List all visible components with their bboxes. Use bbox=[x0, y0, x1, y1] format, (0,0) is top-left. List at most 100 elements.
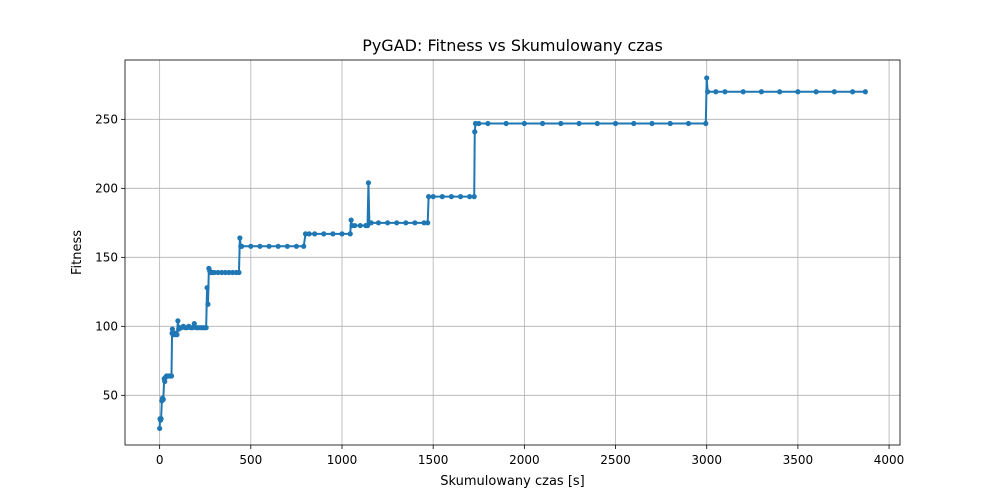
data-point bbox=[394, 220, 400, 226]
data-point bbox=[722, 89, 728, 95]
data-point bbox=[471, 194, 477, 200]
data-point bbox=[169, 326, 176, 332]
data-point bbox=[426, 194, 432, 200]
data-point bbox=[237, 235, 243, 241]
data-point bbox=[740, 89, 746, 95]
data-point bbox=[558, 120, 564, 127]
data-point bbox=[157, 425, 163, 432]
y-tick-label: 150 bbox=[95, 250, 118, 264]
data-point bbox=[862, 89, 868, 95]
data-point bbox=[284, 243, 290, 249]
y-tick-label: 250 bbox=[95, 112, 118, 126]
data-point bbox=[368, 220, 374, 226]
data-point bbox=[158, 416, 164, 422]
x-tick-label: 500 bbox=[239, 453, 262, 467]
data-point bbox=[439, 194, 445, 200]
data-point bbox=[302, 231, 309, 237]
data-point bbox=[849, 89, 856, 95]
data-point bbox=[576, 120, 582, 127]
data-point bbox=[352, 222, 358, 229]
data-point bbox=[813, 89, 819, 95]
y-axis-label: Fitness bbox=[70, 230, 85, 275]
data-point bbox=[306, 231, 312, 237]
x-tick-label: 3000 bbox=[691, 453, 722, 467]
data-point bbox=[357, 222, 363, 229]
y-tick-label: 50 bbox=[103, 388, 118, 402]
data-point bbox=[705, 89, 711, 95]
data-point bbox=[204, 285, 210, 291]
data-point bbox=[795, 89, 801, 95]
data-point bbox=[685, 120, 692, 127]
data-point bbox=[219, 269, 225, 276]
x-tick-label: 2500 bbox=[600, 453, 631, 467]
data-point bbox=[191, 320, 197, 327]
data-point bbox=[275, 243, 281, 249]
data-point bbox=[521, 120, 527, 127]
data-point bbox=[160, 396, 166, 403]
data-point bbox=[448, 194, 455, 200]
data-point bbox=[203, 325, 209, 331]
data-point bbox=[425, 220, 431, 226]
data-point bbox=[649, 120, 655, 127]
data-point bbox=[175, 318, 181, 324]
data-point bbox=[503, 120, 509, 127]
data-point bbox=[777, 89, 783, 95]
data-point bbox=[403, 220, 409, 226]
data-point bbox=[330, 231, 336, 237]
plot-frame bbox=[124, 59, 901, 446]
data-point bbox=[321, 231, 327, 237]
data-point bbox=[162, 378, 168, 385]
data-point bbox=[612, 120, 619, 127]
data-point bbox=[301, 243, 307, 249]
y-tick-label: 200 bbox=[95, 181, 118, 195]
data-point bbox=[257, 243, 263, 249]
x-tick-label: 3500 bbox=[783, 453, 814, 467]
y-tick-label: 100 bbox=[95, 319, 118, 333]
data-point bbox=[667, 120, 673, 127]
data-point bbox=[236, 269, 242, 276]
x-tick-label: 4000 bbox=[874, 453, 905, 467]
data-point bbox=[189, 325, 196, 331]
data-point bbox=[365, 180, 372, 186]
x-tick-label: 1000 bbox=[327, 453, 358, 467]
data-point bbox=[339, 231, 345, 237]
data-point bbox=[631, 120, 637, 127]
data-point bbox=[375, 220, 382, 226]
data-point bbox=[758, 89, 765, 95]
data-point bbox=[239, 243, 245, 249]
data-point bbox=[412, 220, 418, 226]
data-point bbox=[539, 120, 546, 127]
data-point bbox=[168, 373, 175, 379]
data-point bbox=[430, 194, 436, 200]
data-point bbox=[703, 120, 709, 127]
data-point bbox=[594, 120, 600, 127]
data-point bbox=[467, 194, 473, 200]
data-point bbox=[205, 301, 211, 307]
chart-title: PyGAD: Fitness vs Skumulowany czas bbox=[362, 36, 663, 55]
data-point bbox=[248, 243, 254, 249]
data-point bbox=[222, 269, 228, 276]
x-axis-label: Skumulowany czas [s] bbox=[440, 474, 585, 489]
data-point bbox=[476, 120, 482, 127]
data-point bbox=[312, 231, 318, 237]
data-point bbox=[348, 217, 354, 223]
data-point bbox=[226, 269, 232, 276]
data-point bbox=[472, 129, 478, 135]
data-point bbox=[215, 269, 221, 276]
x-tick-label: 1500 bbox=[418, 453, 449, 467]
data-point bbox=[211, 269, 217, 276]
data-point bbox=[229, 269, 236, 276]
data-point bbox=[384, 220, 391, 226]
data-point bbox=[266, 243, 272, 249]
data-point bbox=[421, 220, 427, 226]
data-point bbox=[713, 89, 719, 95]
data-point bbox=[704, 75, 710, 81]
data-point bbox=[457, 194, 464, 200]
data-point bbox=[485, 120, 491, 127]
x-tick-label: 0 bbox=[156, 453, 164, 467]
series-line-group bbox=[157, 75, 868, 432]
data-point bbox=[174, 332, 180, 338]
